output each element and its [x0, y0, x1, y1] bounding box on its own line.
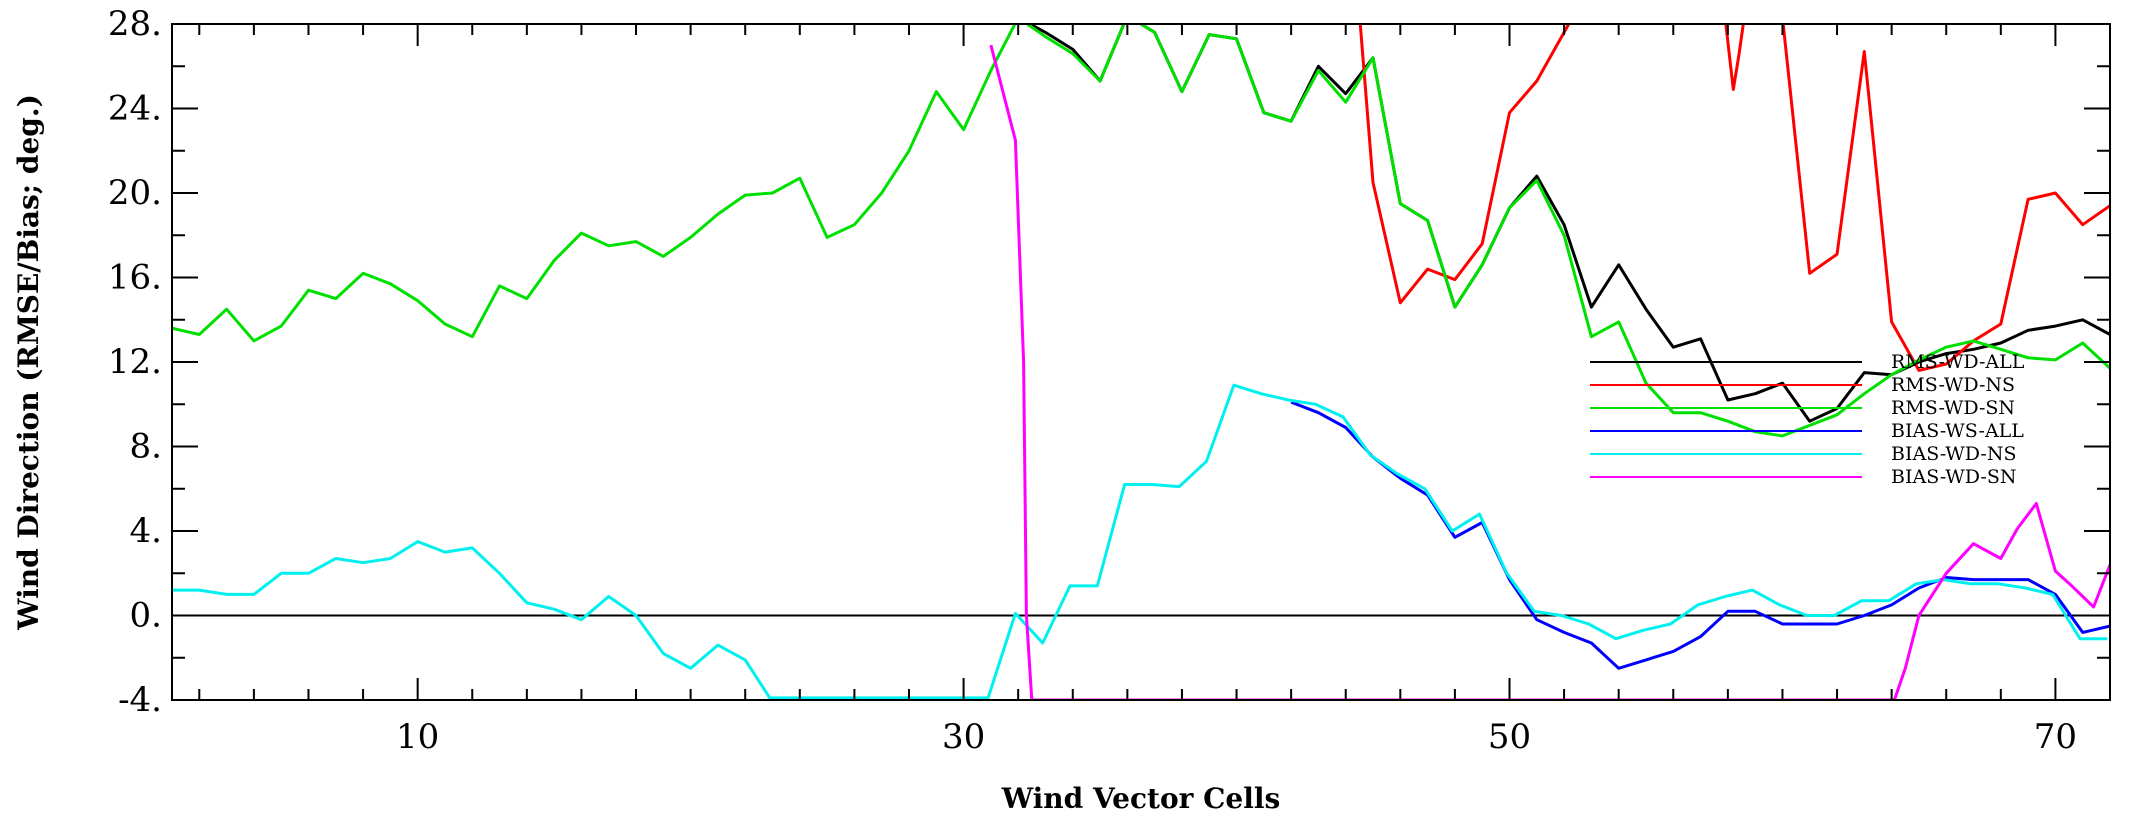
series-line-bias-wd-ns — [172, 383, 2108, 700]
y-tick-labels: -4. 0. 4. 8. 12. 16. 20. 24. 28. — [108, 4, 162, 720]
series-line-bias-wd-sn — [989, 44, 2110, 700]
legend-label: RMS-WD-ALL — [1891, 351, 2025, 373]
legend-label: BIAS-WS-ALL — [1891, 420, 2024, 442]
x-tick-labels: 10 30 50 70 — [396, 717, 2077, 757]
y-tick-label: -4. — [118, 680, 162, 720]
series-line-rms-wd-sn — [172, 24, 2110, 438]
x-tick-label: 50 — [1488, 717, 1531, 757]
x-tick-label: 70 — [2034, 717, 2077, 757]
x-axis-title: Wind Vector Cells — [1001, 782, 1281, 815]
x-tick-label: 10 — [396, 717, 439, 757]
y-tick-label: 16. — [108, 258, 162, 298]
x-tick-label: 30 — [942, 717, 985, 757]
legend: RMS-WD-ALLRMS-WD-NSRMS-WD-SNBIAS-WS-ALLB… — [1590, 351, 2025, 488]
y-tick-label: 0. — [130, 596, 162, 636]
y-tick-label: 24. — [108, 89, 162, 129]
legend-label: BIAS-WD-SN — [1891, 466, 2016, 488]
series-line-rms-wd-ns — [1358, 24, 2110, 372]
legend-label: RMS-WD-SN — [1891, 397, 2015, 419]
y-tick-label: 8. — [130, 427, 162, 467]
y-tick-label: 28. — [108, 4, 162, 44]
series-lines — [172, 24, 2110, 700]
y-tick-label: 4. — [130, 511, 162, 551]
y-tick-label: 20. — [108, 173, 162, 213]
legend-label: BIAS-WD-NS — [1891, 443, 2016, 465]
ticks — [172, 23, 2111, 701]
y-tick-label: 12. — [108, 342, 162, 382]
legend-label: RMS-WD-NS — [1891, 374, 2015, 396]
y-axis-title: Wind Direction (RMSE/Bias; deg.) — [12, 94, 45, 631]
